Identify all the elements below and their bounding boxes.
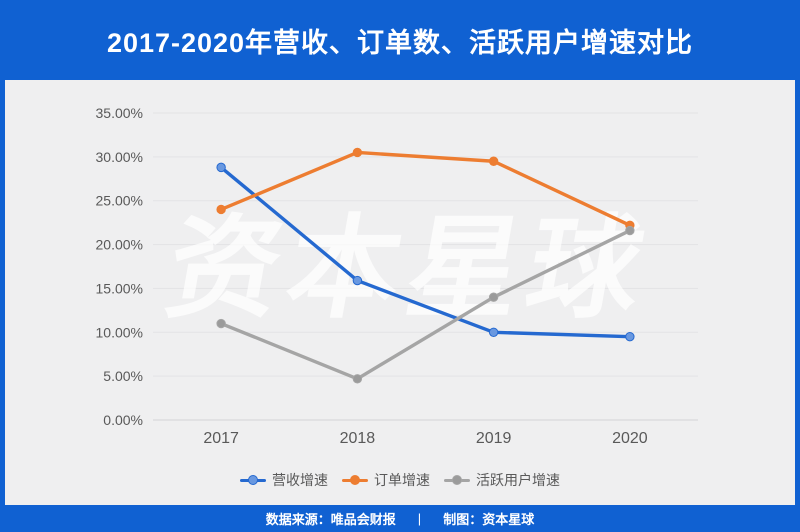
y-axis-tick-label: 0.00%: [103, 412, 143, 428]
data-point-marker: [625, 331, 635, 342]
series-layer: [216, 147, 635, 384]
legend-dot-icon: [248, 475, 258, 485]
data-point-marker: [488, 327, 499, 337]
legend-line-marker-icon: [342, 475, 368, 485]
x-axis-tick-label: 2019: [476, 430, 512, 447]
data-point-marker: [216, 162, 226, 173]
y-axis-tick-label: 30.00%: [96, 149, 143, 165]
series-line: [219, 150, 632, 227]
legend-line-marker-icon: [444, 475, 470, 485]
y-axis-tick-label: 15.00%: [96, 280, 143, 296]
legend-item: 营收增速: [240, 470, 328, 490]
legend-label: 订单增速: [374, 472, 430, 488]
data-point-marker: [488, 156, 499, 166]
x-axis-tick-label: 2020: [612, 430, 648, 447]
line-chart: 0.00% 5.00% 10.00% 15.00% 20.00% 25.00% 30.00%…: [96, 105, 698, 447]
data-source-label: 数据来源：唯品会财报: [265, 512, 396, 527]
legend-line-marker-icon: [240, 475, 266, 485]
data-point-marker: [216, 318, 226, 329]
data-point-marker: [352, 374, 363, 384]
legend-label: 营收增速: [272, 472, 328, 488]
chart-header: 2017-2020年营收、订单数、活跃用户增速对比: [0, 0, 800, 80]
footer-separator: |: [417, 511, 422, 526]
y-axis-tick-label: 25.00%: [96, 193, 143, 209]
data-point-marker: [216, 204, 226, 215]
y-axis-tick-label: 20.00%: [96, 237, 143, 253]
data-point-marker: [625, 225, 635, 236]
watermark: 资本星球: [158, 206, 660, 331]
series-line: [219, 228, 632, 381]
legend-dot-icon: [452, 475, 462, 485]
credit-label: 制图：资本星球: [443, 512, 535, 527]
y-axis-tick-label: 35.00%: [96, 105, 143, 121]
x-axis-tick-label: 2018: [340, 430, 376, 447]
legend-item: 活跃用户增速: [444, 470, 560, 490]
data-point-marker: [352, 147, 363, 158]
legend-dot-icon: [350, 475, 360, 485]
y-axis-tick-label: 10.00%: [96, 324, 143, 340]
data-point-marker: [352, 275, 363, 286]
y-axis-tick-label: 5.00%: [103, 368, 143, 384]
page-title: 2017-2020年营收、订单数、活跃用户增速对比: [106, 27, 694, 58]
legend: 营收增速 订单增速 活跃用户增速: [5, 470, 795, 490]
footer-bar: 数据来源：唯品会财报 | 制图：资本星球: [0, 505, 800, 532]
legend-item: 订单增速: [342, 470, 430, 490]
data-point-marker: [488, 292, 499, 302]
series-line: [219, 165, 632, 339]
x-axis-tick-label: 2017: [203, 430, 239, 447]
chart-panel: 0.00% 5.00% 10.00% 15.00% 20.00% 25.00% 30.00%…: [5, 80, 795, 505]
legend-label: 活跃用户增速: [476, 472, 560, 488]
